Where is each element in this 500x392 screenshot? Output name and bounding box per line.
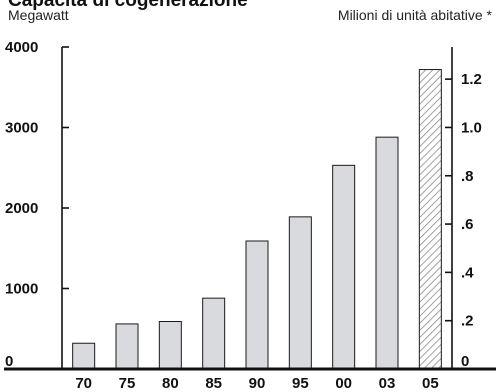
right-axis-unit-label: Milioni di unità abitative * xyxy=(337,7,492,23)
x-tick-label-85: 85 xyxy=(205,375,222,392)
x-tick-label-75: 75 xyxy=(119,375,136,392)
bar-90 xyxy=(245,240,269,370)
x-tick-label-70: 70 xyxy=(75,375,92,392)
x-tick-label-05: 05 xyxy=(422,375,439,392)
chart-title: Capacità di cogenerazione xyxy=(8,0,248,11)
left-tick-label-3000: 3000 xyxy=(5,120,38,137)
right-tick-label-1.0: 1.0 xyxy=(461,119,482,136)
bar-95 xyxy=(288,216,312,370)
x-tick-label-03: 03 xyxy=(379,375,396,392)
left-axis-unit-label: Megawatt xyxy=(8,7,69,23)
bar-75 xyxy=(115,323,139,370)
right-tick-label-1.2: 1.2 xyxy=(461,71,482,88)
left-tick-label-4000: 4000 xyxy=(5,39,38,56)
bar-70 xyxy=(72,342,96,370)
x-tick-label-80: 80 xyxy=(162,375,179,392)
x-tick-label-90: 90 xyxy=(249,375,266,392)
bar-80 xyxy=(158,321,182,370)
right-tick-label-.8: .8 xyxy=(461,168,474,185)
bar-00 xyxy=(332,164,356,370)
left-tick-label-0: 0 xyxy=(5,353,13,370)
bar-03 xyxy=(375,136,399,370)
right-tick-label-.4: .4 xyxy=(461,264,474,281)
left-tick-label-1000: 1000 xyxy=(5,281,38,298)
right-tick-label-0: 0 xyxy=(461,353,469,370)
right-tick-label-.6: .6 xyxy=(461,216,474,233)
bar-05 xyxy=(418,69,442,370)
left-tick-label-2000: 2000 xyxy=(5,200,38,217)
bar-85 xyxy=(202,297,226,370)
right-tick-label-.2: .2 xyxy=(461,313,474,330)
x-tick-label-95: 95 xyxy=(292,375,309,392)
x-tick-label-00: 00 xyxy=(335,375,352,392)
